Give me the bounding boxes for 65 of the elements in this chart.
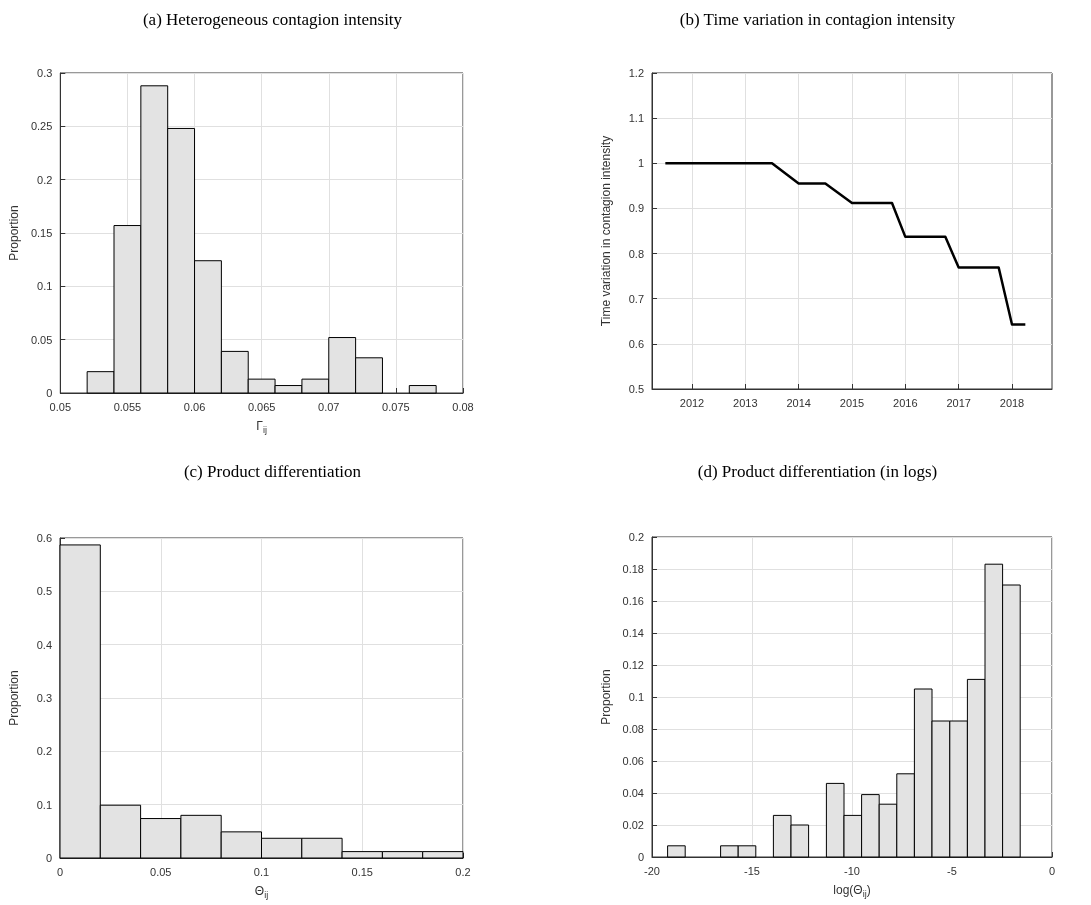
x-tick-label: 0.08 [452, 400, 474, 413]
y-tick-label: 0.7 [628, 292, 644, 305]
x-tick-label: 0.1 [253, 865, 270, 878]
x-tick-label: 0 [56, 865, 64, 878]
x-tick-label: 2014 [786, 396, 811, 409]
y-tick-label: 0.6 [36, 532, 52, 544]
y-tick-label: 1.2 [628, 67, 644, 79]
y-tick-label: 0.14 [622, 627, 644, 639]
y-tick-label: 1 [637, 157, 644, 170]
x-tick-label: 0.2 [455, 865, 471, 878]
y-tick-label: 0.04 [622, 787, 644, 799]
y-tick-label: 0.5 [36, 585, 52, 598]
chart-title: (c) Product differentiation [183, 462, 362, 481]
y-tick-label: 0.25 [30, 120, 53, 133]
x-tick-label: 0.055 [113, 400, 142, 413]
x-tick-label: -5 [947, 864, 957, 877]
x-tick-label: 0 [1048, 864, 1056, 877]
y-tick-label: 0.1 [37, 280, 53, 293]
y-tick-label: 0.3 [36, 692, 52, 704]
y-tick-label: 0 [46, 387, 53, 399]
y-axis-title: Proportion [598, 669, 613, 725]
y-tick-label: 0.02 [622, 819, 644, 831]
y-tick-label: 0.12 [622, 659, 644, 671]
y-tick-label: 0.5 [628, 383, 644, 395]
x-tick-label: 0.15 [351, 865, 373, 878]
y-tick-label: 0.15 [30, 227, 53, 239]
y-tick-label: 1.1 [628, 112, 644, 125]
x-tick-label: 0.07 [318, 400, 340, 413]
y-axis-title: Time variation in contagion intensity [599, 135, 613, 327]
x-tick-label: 2018 [999, 396, 1025, 409]
y-tick-label: 0.3 [37, 67, 53, 79]
y-tick-label: 0.18 [622, 563, 644, 575]
x-tick-label: 0.075 [382, 400, 410, 413]
chart-title: (d) Product differentiation (in logs) [697, 462, 938, 481]
y-tick-label: 0.08 [622, 723, 644, 735]
y-tick-label: 0.2 [36, 745, 52, 758]
chart-title: (b) Time variation in contagion intensity [679, 10, 956, 29]
x-tick-label: 0.06 [183, 400, 206, 413]
x-tick-label: 2017 [946, 396, 971, 409]
y-tick-label: 0.2 [37, 173, 53, 186]
x-tick-label: -10 [844, 864, 860, 877]
y-axis-title: Proportion [7, 670, 21, 726]
y-tick-label: 0 [45, 852, 52, 864]
x-tick-label: -15 [744, 864, 760, 877]
chart-title: (a) Heterogeneous contagion intensity [142, 10, 403, 29]
y-tick-label: 0.05 [30, 333, 53, 346]
y-axis-title: Proportion [7, 205, 21, 261]
y-tick-label: 0.9 [628, 202, 644, 215]
y-tick-label: 0.2 [628, 531, 644, 543]
x-tick-label: 2013 [733, 396, 758, 409]
x-tick-label: -20 [644, 864, 660, 877]
y-tick-label: 0 [637, 851, 644, 863]
y-tick-label: 0.06 [622, 755, 644, 767]
x-tick-label: 0.065 [247, 400, 276, 413]
line-series [664, 162, 1027, 326]
x-tick-label: 2012 [679, 396, 705, 409]
y-tick-label: 0.6 [628, 337, 644, 350]
x-tick-label: 2015 [839, 396, 865, 409]
y-tick-label: 0.16 [622, 595, 644, 607]
x-tick-label: 0.05 [150, 865, 172, 878]
y-tick-label: 0.1 [36, 798, 52, 811]
y-tick-label: 0.1 [628, 691, 644, 703]
x-tick-label: 2016 [893, 396, 918, 409]
y-tick-label: 0.8 [628, 247, 644, 260]
y-tick-label: 0.4 [36, 638, 52, 651]
